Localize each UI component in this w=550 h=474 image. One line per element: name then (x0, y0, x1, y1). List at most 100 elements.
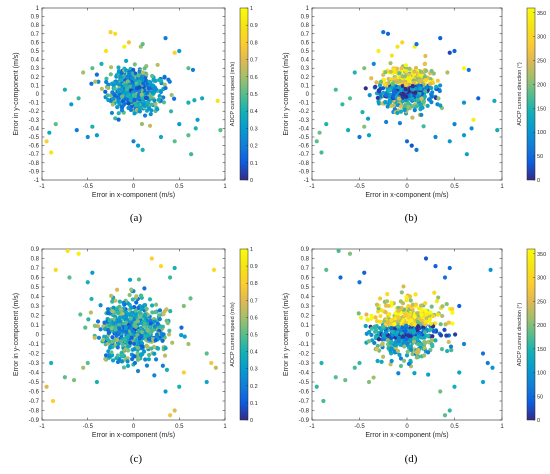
colorbar-tick-label: 150 (537, 106, 546, 112)
scatter-point (490, 365, 495, 370)
colorbar-tick-label: 0.7 (250, 58, 258, 64)
scatter-point (161, 100, 167, 105)
scatter-point (122, 101, 127, 106)
scatter-point (119, 70, 124, 76)
scatter-point (447, 50, 452, 55)
scatter-point (129, 305, 134, 310)
scatter-point (367, 329, 372, 335)
scatter-point (132, 62, 137, 67)
scatter-point (103, 89, 108, 94)
scatter-point (319, 360, 324, 366)
scatter-point (379, 337, 385, 342)
scatter-point (365, 116, 371, 121)
scatter-point (394, 343, 399, 348)
scatter-point (113, 326, 118, 331)
scatter-points (314, 249, 495, 418)
scatter-point (120, 315, 126, 320)
scatter-point (399, 290, 404, 295)
scatter-point (149, 102, 154, 107)
scatter-point (78, 312, 83, 317)
scatter-point (452, 384, 457, 389)
y-tick-label: -0.8 (29, 161, 40, 167)
scatter-point (99, 61, 104, 66)
scatter-point (393, 335, 398, 340)
scatter-point (135, 351, 140, 356)
scatter-point (211, 267, 217, 272)
y-tick-label: 0.3 (301, 304, 310, 310)
scatter-point (153, 338, 158, 343)
scatter-point (388, 362, 393, 367)
scatter-point (385, 292, 390, 297)
colorbar-tick-label: 0 (250, 178, 253, 184)
scatter-point (373, 334, 378, 340)
scatter-point (396, 315, 401, 320)
scatter-point (382, 82, 387, 87)
scatter-point (152, 98, 157, 103)
scatter-point (396, 319, 401, 324)
scatter-point (363, 86, 368, 91)
scatter-point (159, 78, 164, 83)
scatter-point (109, 293, 114, 298)
scatter-point (375, 95, 380, 101)
scatter-point (395, 324, 401, 329)
scatter-point (333, 375, 338, 380)
scatter-point (422, 353, 427, 358)
scatter-point (398, 356, 404, 361)
scatter-point (324, 267, 329, 272)
y-tick-label: -0.6 (29, 390, 40, 396)
scatter-point (407, 66, 412, 71)
scatter-point (404, 94, 409, 99)
scatter-point (154, 332, 160, 337)
scatter-point (127, 71, 132, 76)
colorbar-tick-label: 0.7 (250, 298, 258, 304)
scatter-point (379, 308, 384, 313)
scatter-point (143, 303, 148, 308)
scatter-point (149, 256, 154, 261)
x-tick-label: -0.5 (83, 184, 94, 190)
y-tick-label: 0 (306, 333, 310, 339)
scatter-point (116, 117, 121, 122)
scatter-point (403, 83, 409, 88)
scatter-point (377, 89, 382, 94)
scatter-point (53, 122, 58, 127)
scatter-point (134, 294, 139, 299)
scatter-point (362, 124, 367, 129)
scatter-point (404, 298, 409, 303)
scatter-point (343, 378, 348, 383)
scatter-point (215, 98, 220, 103)
scatter-point (133, 313, 138, 319)
scatter-point (369, 316, 374, 321)
scatter-point (405, 349, 410, 354)
scatter-point (434, 84, 439, 89)
scatter-point (404, 295, 409, 300)
scatter-point (427, 317, 433, 322)
scatter-point (356, 311, 361, 316)
scatter-point (168, 413, 173, 418)
y-tick-label: 0.2 (31, 75, 40, 81)
scatter-point (139, 329, 145, 335)
scatter-point (392, 76, 398, 81)
scatter-point (397, 121, 403, 126)
scatter-point (383, 310, 388, 315)
scatter-point (431, 314, 436, 319)
scatter-point (44, 384, 49, 389)
scatter-point (461, 100, 467, 105)
scatter-point (424, 309, 429, 315)
scatter-point (92, 335, 97, 340)
scatter-point (76, 96, 81, 101)
scatter-point (93, 323, 98, 328)
scatter-point (367, 93, 372, 98)
scatter-point (429, 68, 434, 74)
scatter-point (373, 328, 379, 333)
scatter-point (172, 265, 177, 271)
scatter-point (364, 312, 369, 317)
scatter-point (389, 358, 394, 364)
scatter-point (395, 348, 401, 354)
scatter-point (144, 72, 149, 77)
scatter-point (429, 304, 434, 309)
scatter-point (109, 350, 114, 355)
scatter-point (118, 74, 123, 79)
scatter-point (144, 363, 150, 368)
scatter-point (388, 340, 393, 346)
scatter-point (76, 251, 81, 256)
